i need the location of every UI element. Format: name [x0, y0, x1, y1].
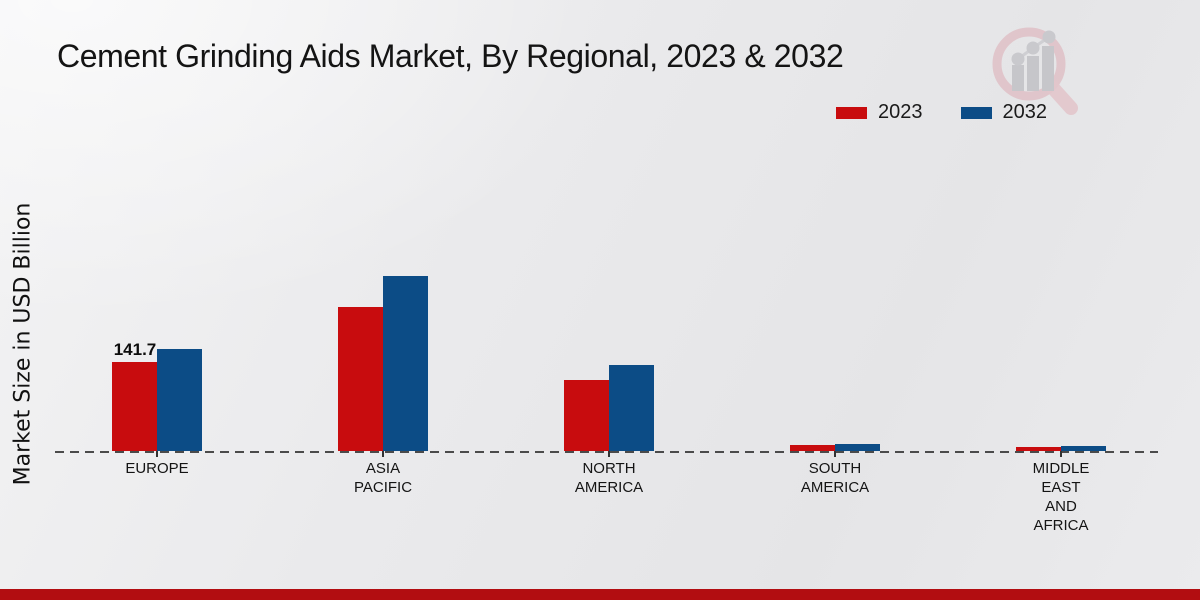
- category-label: EUROPE: [125, 460, 189, 477]
- brand-logo: [985, 20, 1081, 118]
- chart-title: Cement Grinding Aids Market, By Regional…: [57, 38, 844, 74]
- legend: 2023 2032: [836, 102, 1047, 122]
- legend-item-2023: 2023: [836, 102, 923, 122]
- legend-label-2032: 2032: [1002, 101, 1048, 123]
- bar-2032-north-america: [609, 365, 654, 451]
- bar-2023-europe: [112, 362, 157, 451]
- bar-2032-asia-pacific: [383, 276, 428, 451]
- legend-swatch-2023: [836, 107, 867, 119]
- x-axis-tick: [834, 451, 836, 457]
- category-label: SOUTH AMERICA: [800, 460, 870, 496]
- bar-2023-asia-pacific: [338, 307, 383, 451]
- bar-2023-south-america: [790, 445, 835, 451]
- bar-2032-middle-east-and-africa: [1061, 446, 1106, 451]
- magnifier-barchart-icon: [992, 27, 1078, 115]
- footer-accent-bar: [0, 589, 1200, 600]
- legend-item-2032: 2032: [960, 101, 1048, 123]
- category-label: MIDDLE EAST AND AFRICA: [1032, 460, 1090, 534]
- x-axis-tick: [608, 451, 610, 457]
- legend-label-2023: 2023: [878, 101, 923, 123]
- bar-value-label: 141.7: [113, 340, 157, 359]
- bar-2023-north-america: [564, 380, 609, 451]
- x-axis-tick: [1060, 451, 1062, 457]
- category-label: NORTH AMERICA: [574, 460, 644, 496]
- bar-2032-south-america: [835, 444, 880, 451]
- bar-2023-middle-east-and-africa: [1016, 447, 1061, 451]
- category-label: ASIA PACIFIC: [353, 460, 413, 496]
- legend-swatch-2032: [960, 107, 992, 119]
- x-axis-tick: [382, 451, 384, 457]
- bar-2032-europe: [157, 349, 202, 451]
- x-axis-tick: [156, 451, 158, 457]
- baseline-dashed-line: [55, 451, 1158, 453]
